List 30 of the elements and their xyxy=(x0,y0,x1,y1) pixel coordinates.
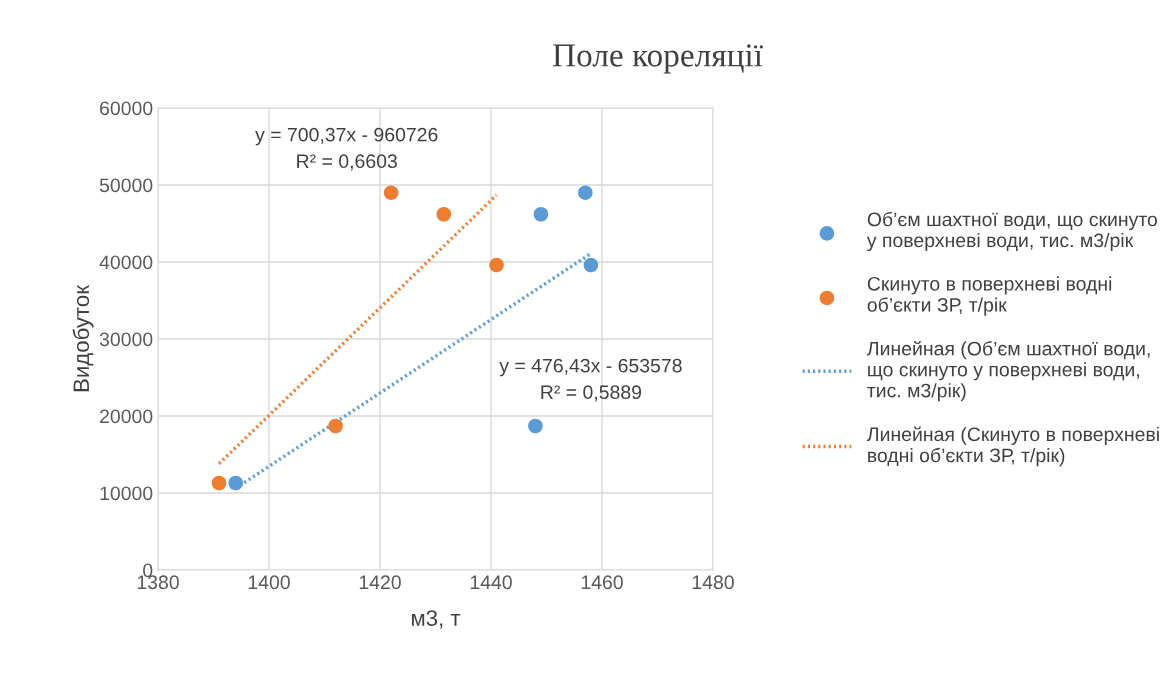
y-tick-label: 20000 xyxy=(100,409,153,424)
annotation: y = 476,43x - 653578 R² = 0,5889 xyxy=(499,358,682,402)
point xyxy=(383,185,399,200)
y-tick-label: 60000 xyxy=(100,101,153,116)
y-tick-label: 40000 xyxy=(99,255,153,270)
x-axis-title: м3, т xyxy=(411,610,461,629)
x-tick-label: 1480 xyxy=(692,575,734,590)
x-tick-label: 1420 xyxy=(359,575,401,590)
x-tick-label: 1460 xyxy=(581,575,623,590)
point xyxy=(436,206,452,222)
annotation: y = 700,37x - 960726 R² = 0,6603 xyxy=(255,127,438,171)
point xyxy=(578,185,593,200)
point xyxy=(228,475,243,491)
legend-label: Линейная (Скинуто в поверхневі водні об’єкти ЗР, т/рік) xyxy=(866,426,1159,467)
legend-label: Скинуто в поверхневі водні об’єкти ЗР, т/рік xyxy=(867,276,1112,316)
point xyxy=(528,418,543,434)
x-tick-label: 1440 xyxy=(470,575,512,590)
x-tick-label: 1400 xyxy=(248,575,290,590)
point xyxy=(328,418,343,434)
y-tick-label: 30000 xyxy=(99,332,153,347)
legend-label: Об’єм шахтної води, що скинуто у поверхневі води, тис. м3/рік xyxy=(866,211,1157,252)
y-tick-label: 50000 xyxy=(99,178,153,193)
point xyxy=(533,206,549,222)
y-tick-label: 10000 xyxy=(100,486,153,501)
y-axis-title: Видобуток xyxy=(72,284,94,392)
point xyxy=(211,475,227,491)
legend-label: Линейная (Об’єм шахтної води, що скинуто у поверхневі води, тис. м3/рік) xyxy=(866,340,1150,402)
chart-title: Поле кореляції xyxy=(552,44,763,74)
point xyxy=(583,257,599,273)
point xyxy=(489,257,504,273)
